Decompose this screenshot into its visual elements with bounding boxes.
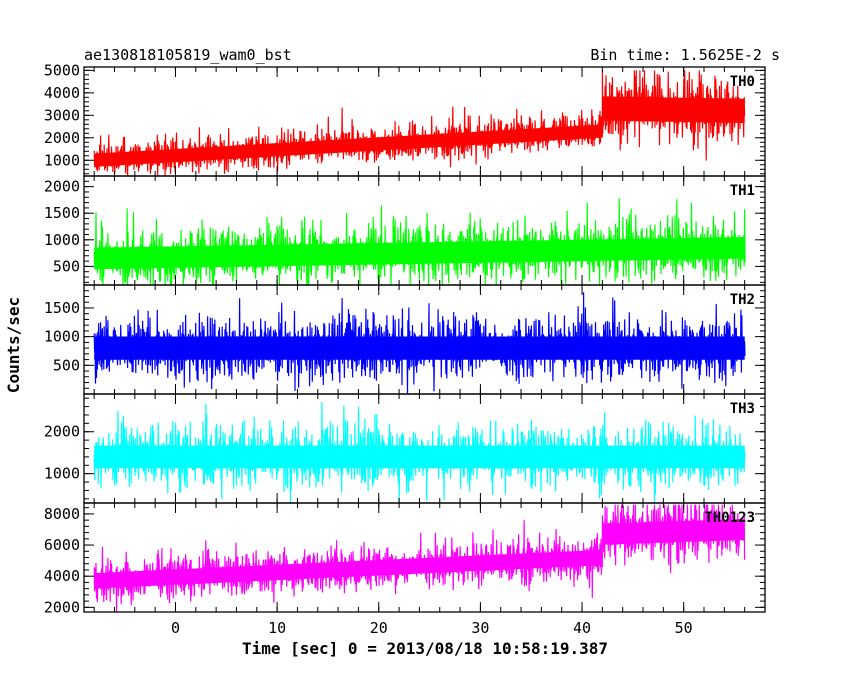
panel-label-th0123: TH0123: [704, 510, 755, 526]
y-tick-label: 1000: [44, 231, 80, 249]
x-tick-label: 50: [675, 619, 693, 637]
y-tick-label: 8000: [44, 505, 80, 523]
y-tick-label: 4000: [44, 567, 80, 585]
y-tick-label: 1000: [44, 465, 80, 483]
x-tick-label: 40: [573, 619, 591, 637]
x-tick-label: 30: [471, 619, 489, 637]
panel-label-th2: TH2: [730, 292, 755, 308]
y-tick-label: 2000: [44, 129, 80, 147]
chart-title-right: Bin time: 1.5625E-2 s: [590, 46, 780, 64]
y-tick-label: 1000: [44, 328, 80, 346]
panel-label-th0: TH0: [730, 74, 755, 90]
y-tick-label: 3000: [44, 106, 80, 124]
panel-label-th3: TH3: [730, 401, 755, 417]
y-tick-label: 5000: [44, 61, 80, 79]
x-tick-label: 20: [370, 619, 388, 637]
series-band-th3: [94, 445, 745, 469]
y-tick-label: 2000: [44, 423, 80, 441]
y-tick-label: 500: [53, 257, 80, 275]
series-band-th0123: [94, 519, 745, 589]
series-band-th0: [94, 96, 745, 167]
y-tick-label: 2000: [44, 178, 80, 196]
y-tick-label: 6000: [44, 536, 80, 554]
x-axis-label: Time [sec] 0 = 2013/08/18 10:58:19.387: [242, 639, 608, 658]
x-tick-label: 10: [268, 619, 286, 637]
chart-title-left: ae130818105819_wam0_bst: [84, 46, 292, 64]
y-axis-label: Counts/sec: [4, 297, 23, 393]
y-tick-label: 1500: [44, 204, 80, 222]
series-band-th2: [94, 336, 745, 360]
x-tick-label: 0: [171, 619, 180, 637]
y-tick-label: 1000: [44, 151, 80, 169]
y-tick-label: 1500: [44, 299, 80, 317]
y-tick-label: 2000: [44, 598, 80, 616]
series-band-th1: [94, 237, 745, 270]
y-tick-label: 500: [53, 356, 80, 374]
y-tick-label: 4000: [44, 84, 80, 102]
panel-label-th1: TH1: [730, 183, 755, 199]
